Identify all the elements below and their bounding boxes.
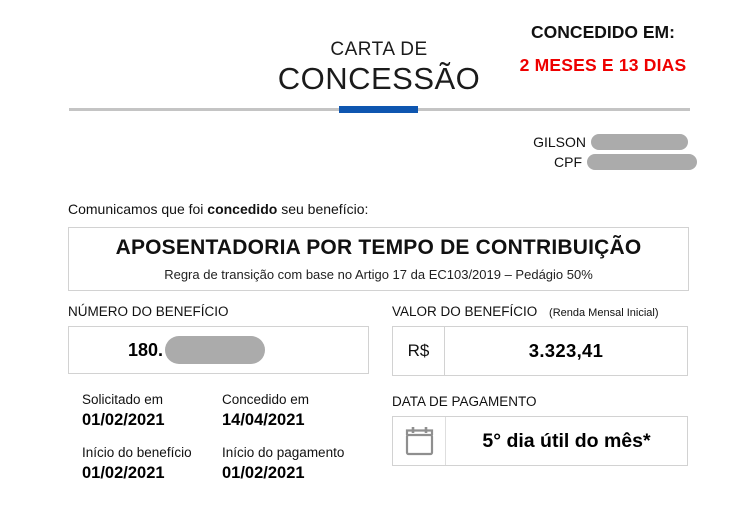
date-label: Início do benefício: [82, 445, 192, 460]
intro-sentence: Comunicamos que foi concedido seu benefí…: [68, 201, 368, 217]
redaction-bar-cpf: [587, 154, 697, 170]
calendar-icon: [405, 427, 433, 456]
date-value: 01/02/2021: [82, 464, 165, 482]
date-value: 01/02/2021: [222, 464, 305, 482]
date-label: Início do pagamento: [222, 445, 345, 460]
cpf-label: CPF: [554, 154, 582, 170]
benefit-type-box: APOSENTADORIA POR TEMPO DE CONTRIBUIÇÃO …: [68, 227, 689, 291]
payment-date-value: 5° dia útil do mês*: [482, 429, 651, 452]
date-label: Solicitado em: [82, 392, 164, 407]
date-value: 14/04/2021: [222, 411, 305, 429]
date-value: 01/02/2021: [82, 411, 165, 429]
recipient-name-row: GILSON: [0, 134, 697, 150]
payment-date-box: 5° dia útil do mês*: [392, 416, 688, 466]
dates-grid: Solicitado em 01/02/2021 Concedido em 14…: [82, 392, 344, 483]
benefit-number-box: 180.: [68, 326, 369, 374]
benefit-number-value: 180.: [127, 339, 164, 360]
benefit-number-label: NÚMERO DO BENEFÍCIO: [68, 304, 229, 319]
benefit-amount: 3.323,41: [528, 340, 604, 361]
benefit-value-sublabel: (Renda Mensal Inicial): [549, 307, 659, 319]
date-label: Concedido em: [222, 392, 310, 407]
payment-date-label: DATA DE PAGAMENTO: [392, 394, 537, 409]
page-title-line2: CONCESSÃO: [277, 61, 481, 96]
date-item-concedido: Concedido em 14/04/2021: [222, 392, 344, 430]
page-title-line1: CARTA DE: [330, 39, 428, 60]
granted-in-value: 2 MESES E 13 DIAS: [519, 54, 687, 75]
header-divider-accent: [339, 106, 418, 113]
date-item-inicio-pagamento: Início do pagamento 01/02/2021: [222, 445, 344, 483]
payment-icon-cell: [393, 417, 446, 465]
intro-prefix: Comunicamos que foi: [68, 201, 208, 217]
recipient-cpf-row: CPF: [0, 154, 697, 170]
redaction-bar-name: [591, 134, 688, 150]
date-item-inicio-beneficio: Início do benefício 01/02/2021: [82, 445, 222, 483]
benefit-title: APOSENTADORIA POR TEMPO DE CONTRIBUIÇÃO: [115, 236, 642, 259]
benefit-subtitle: Regra de transição com base no Artigo 17…: [164, 267, 593, 282]
intro-suffix: seu benefício:: [277, 201, 369, 217]
redaction-bar-benefit-number: [165, 336, 266, 364]
page-title: CARTA DE CONCESSÃO: [68, 40, 690, 94]
granted-in-label: CONCEDIDO EM:: [531, 22, 675, 42]
date-item-solicitado: Solicitado em 01/02/2021: [82, 392, 222, 430]
benefit-value-label: VALOR DO BENEFÍCIO (Renda Mensal Inicial…: [392, 304, 658, 319]
benefit-value-box: R$ 3.323,41: [392, 326, 688, 376]
granted-in-block: CONCEDIDO EM: 2 MESES E 13 DIAS: [505, 22, 701, 75]
currency-symbol: R$: [393, 327, 445, 375]
recipient-block: GILSON CPF: [0, 134, 697, 174]
intro-highlight: concedido: [207, 201, 278, 217]
benefit-value-label-text: VALOR DO BENEFÍCIO: [392, 304, 538, 319]
recipient-name: GILSON: [533, 134, 586, 150]
